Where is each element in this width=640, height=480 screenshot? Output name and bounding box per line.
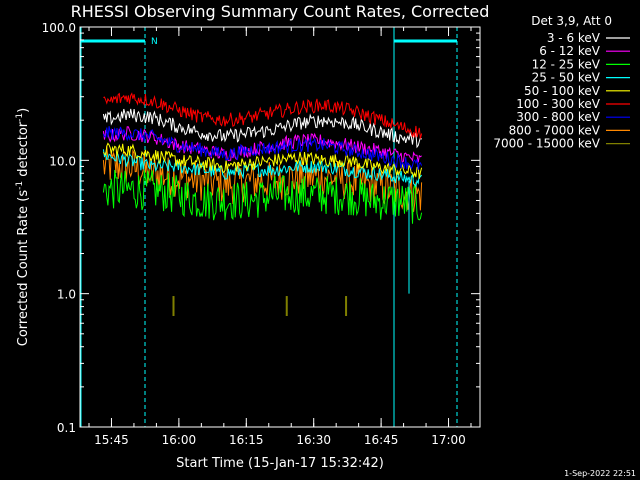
timestamp: 1-Sep-2022 22:51 [564, 469, 636, 478]
series-line [102, 142, 423, 179]
legend-label: 50 - 100 keV [524, 84, 601, 98]
series-line [102, 126, 422, 164]
legend-label: 3 - 6 keV [547, 31, 601, 45]
chart-title: RHESSI Observing Summary Count Rates, Co… [71, 2, 490, 21]
legend-label: 12 - 25 keV [532, 57, 601, 71]
legend-label: 800 - 7000 keV [509, 123, 601, 137]
series-line [103, 92, 423, 139]
y-tick-label: 1.0 [57, 288, 76, 302]
series-line [102, 126, 423, 171]
y-tick-label: 100.0 [42, 21, 76, 35]
y-tick-label: 0.1 [57, 421, 76, 435]
series-line [102, 108, 422, 149]
legend-header: Det 3,9, Att 0 [531, 14, 612, 28]
y-axis-label: Corrected Count Rate (s-1 detector-1) [15, 108, 31, 346]
y-label-main: Corrected Count Rate (s [16, 190, 31, 347]
x-tick-label: 17:00 [431, 433, 466, 447]
series-line [102, 149, 423, 188]
x-tick-label: 16:45 [364, 433, 399, 447]
y-label-mid: detector [16, 121, 31, 181]
y-label-end: ) [16, 108, 31, 113]
y-label-sup1: -1 [15, 181, 25, 190]
x-tick-label: 16:30 [296, 433, 331, 447]
y-tick-label: 10.0 [49, 154, 76, 168]
legend-label: 25 - 50 keV [532, 71, 601, 85]
x-tick-label: 16:15 [229, 433, 264, 447]
plot-frame [79, 26, 481, 428]
legend-label: 6 - 12 keV [539, 44, 601, 58]
attenuator-marker: N [151, 37, 158, 47]
legend-label: 100 - 300 keV [516, 97, 600, 111]
legend-label: 7000 - 15000 keV [493, 137, 600, 151]
series-line [102, 169, 423, 224]
legend-label: 300 - 800 keV [516, 110, 600, 124]
x-tick-label: 15:45 [94, 433, 129, 447]
x-tick-label: 16:00 [162, 433, 197, 447]
x-axis-label: Start Time (15-Jan-17 15:32:42) [176, 456, 384, 471]
y-label-sup2: -1 [15, 113, 25, 122]
